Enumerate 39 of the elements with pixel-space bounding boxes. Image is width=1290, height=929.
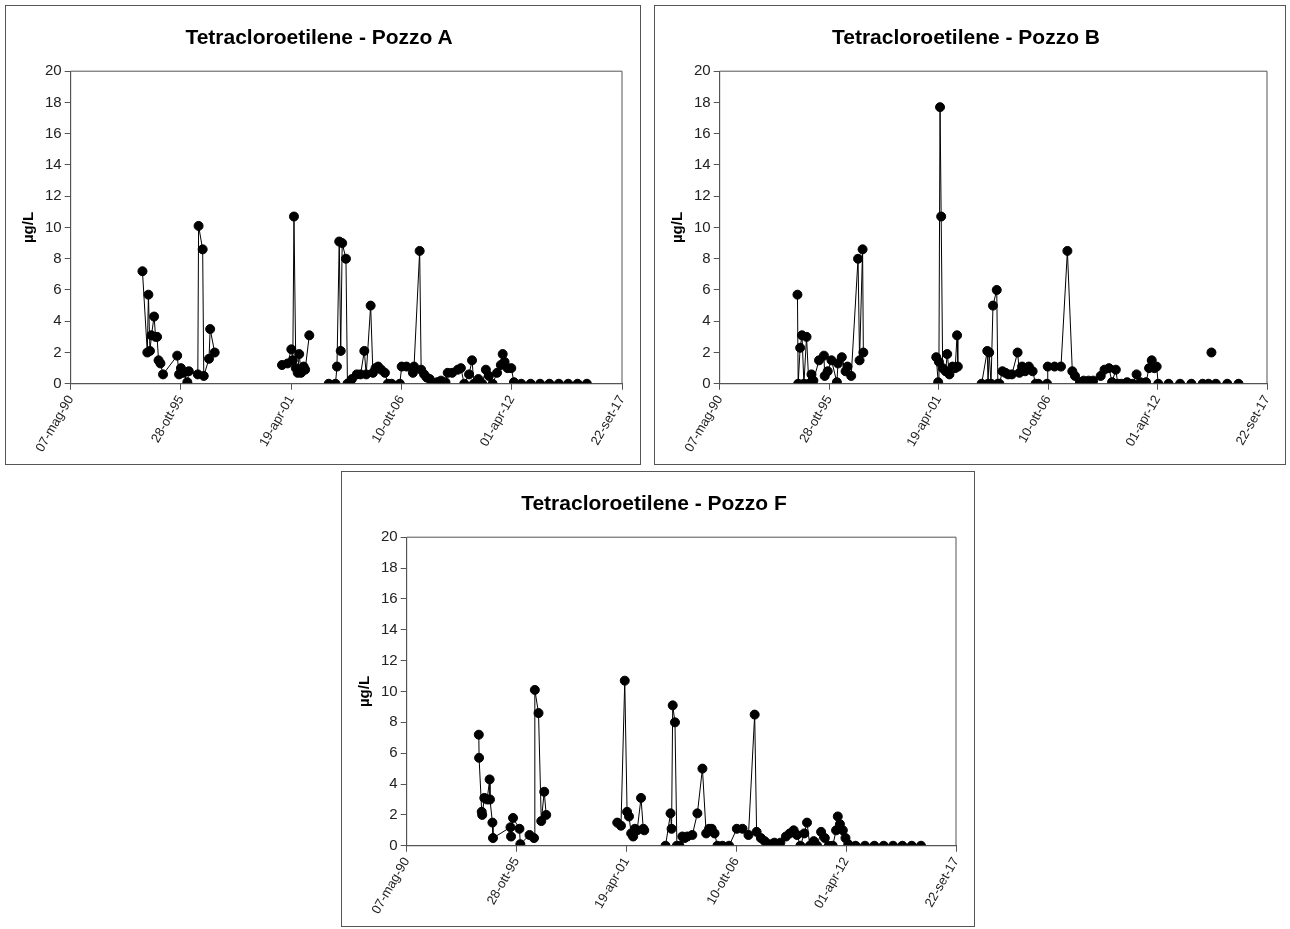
y-tick-label: 18: [694, 92, 711, 110]
y-tick-label: 20: [694, 61, 711, 79]
y-tick-label: 12: [694, 186, 711, 204]
y-tick-label: 8: [389, 712, 398, 730]
y-tick-label: 20: [381, 527, 398, 545]
y-tick-label: 6: [53, 280, 62, 298]
y-tick-label: 4: [702, 311, 711, 329]
y-tick-label: 18: [381, 558, 398, 576]
y-tick-label: 20: [45, 61, 62, 79]
y-tick-label: 16: [381, 589, 398, 607]
y-tick-label: 10: [381, 681, 398, 699]
y-tick-label: 0: [389, 835, 398, 853]
y-tick-label: 16: [45, 123, 62, 141]
y-tick-label: 12: [45, 186, 62, 204]
y-tick-label: 0: [53, 373, 62, 391]
y-tick-label: 2: [389, 805, 398, 823]
chart-title: Tetracloroetilene - Pozzo F: [521, 491, 787, 515]
y-tick-label: 14: [381, 619, 398, 637]
y-tick-label: 14: [45, 155, 62, 173]
y-tick-label: 10: [45, 217, 62, 235]
y-tick-label: 2: [53, 342, 62, 360]
y-axis-title: µg/L: [668, 211, 686, 244]
y-tick-label: 8: [702, 248, 711, 266]
chart-title: Tetracloroetilene - Pozzo B: [832, 25, 1100, 49]
chart-title: Tetracloroetilene - Pozzo A: [185, 25, 453, 49]
y-tick-label: 14: [694, 155, 711, 173]
y-tick-label: 4: [389, 774, 398, 792]
y-tick-label: 8: [53, 248, 62, 266]
y-axis-title: µg/L: [355, 675, 373, 708]
y-tick-label: 6: [389, 743, 398, 761]
y-tick-label: 4: [53, 311, 62, 329]
y-tick-label: 10: [694, 217, 711, 235]
y-tick-label: 16: [694, 123, 711, 141]
y-tick-label: 0: [702, 373, 711, 391]
y-tick-label: 6: [702, 280, 711, 298]
y-tick-label: 18: [45, 92, 62, 110]
y-tick-label: 2: [702, 342, 711, 360]
y-tick-label: 12: [381, 650, 398, 668]
y-axis-title: µg/L: [19, 211, 37, 244]
